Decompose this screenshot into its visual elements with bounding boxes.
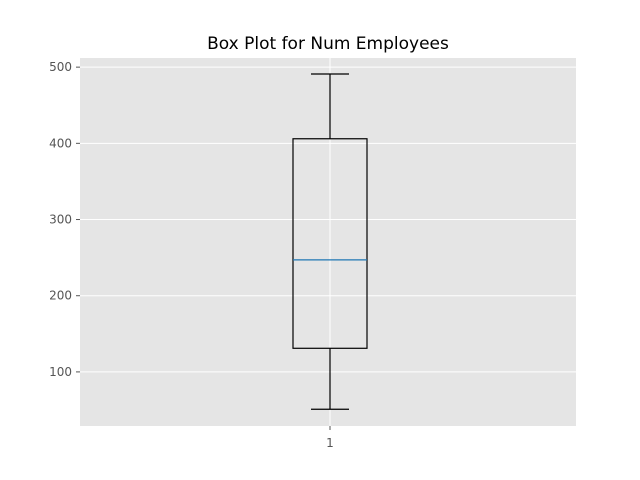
y-tick-label: 200 (49, 289, 72, 303)
box-elements (292, 73, 368, 410)
axis-ticks: 100 200 300 400 500 1 (49, 60, 334, 450)
y-tick-label: 100 (49, 365, 72, 379)
y-tick-label: 300 (49, 213, 72, 227)
plot-area (80, 58, 576, 426)
y-tick-label: 500 (49, 60, 72, 74)
iqr-box (292, 138, 368, 349)
chart-title: Box Plot for Num Employees (207, 34, 449, 54)
x-tick-label: 1 (326, 436, 334, 450)
y-tick-label: 400 (49, 136, 72, 150)
